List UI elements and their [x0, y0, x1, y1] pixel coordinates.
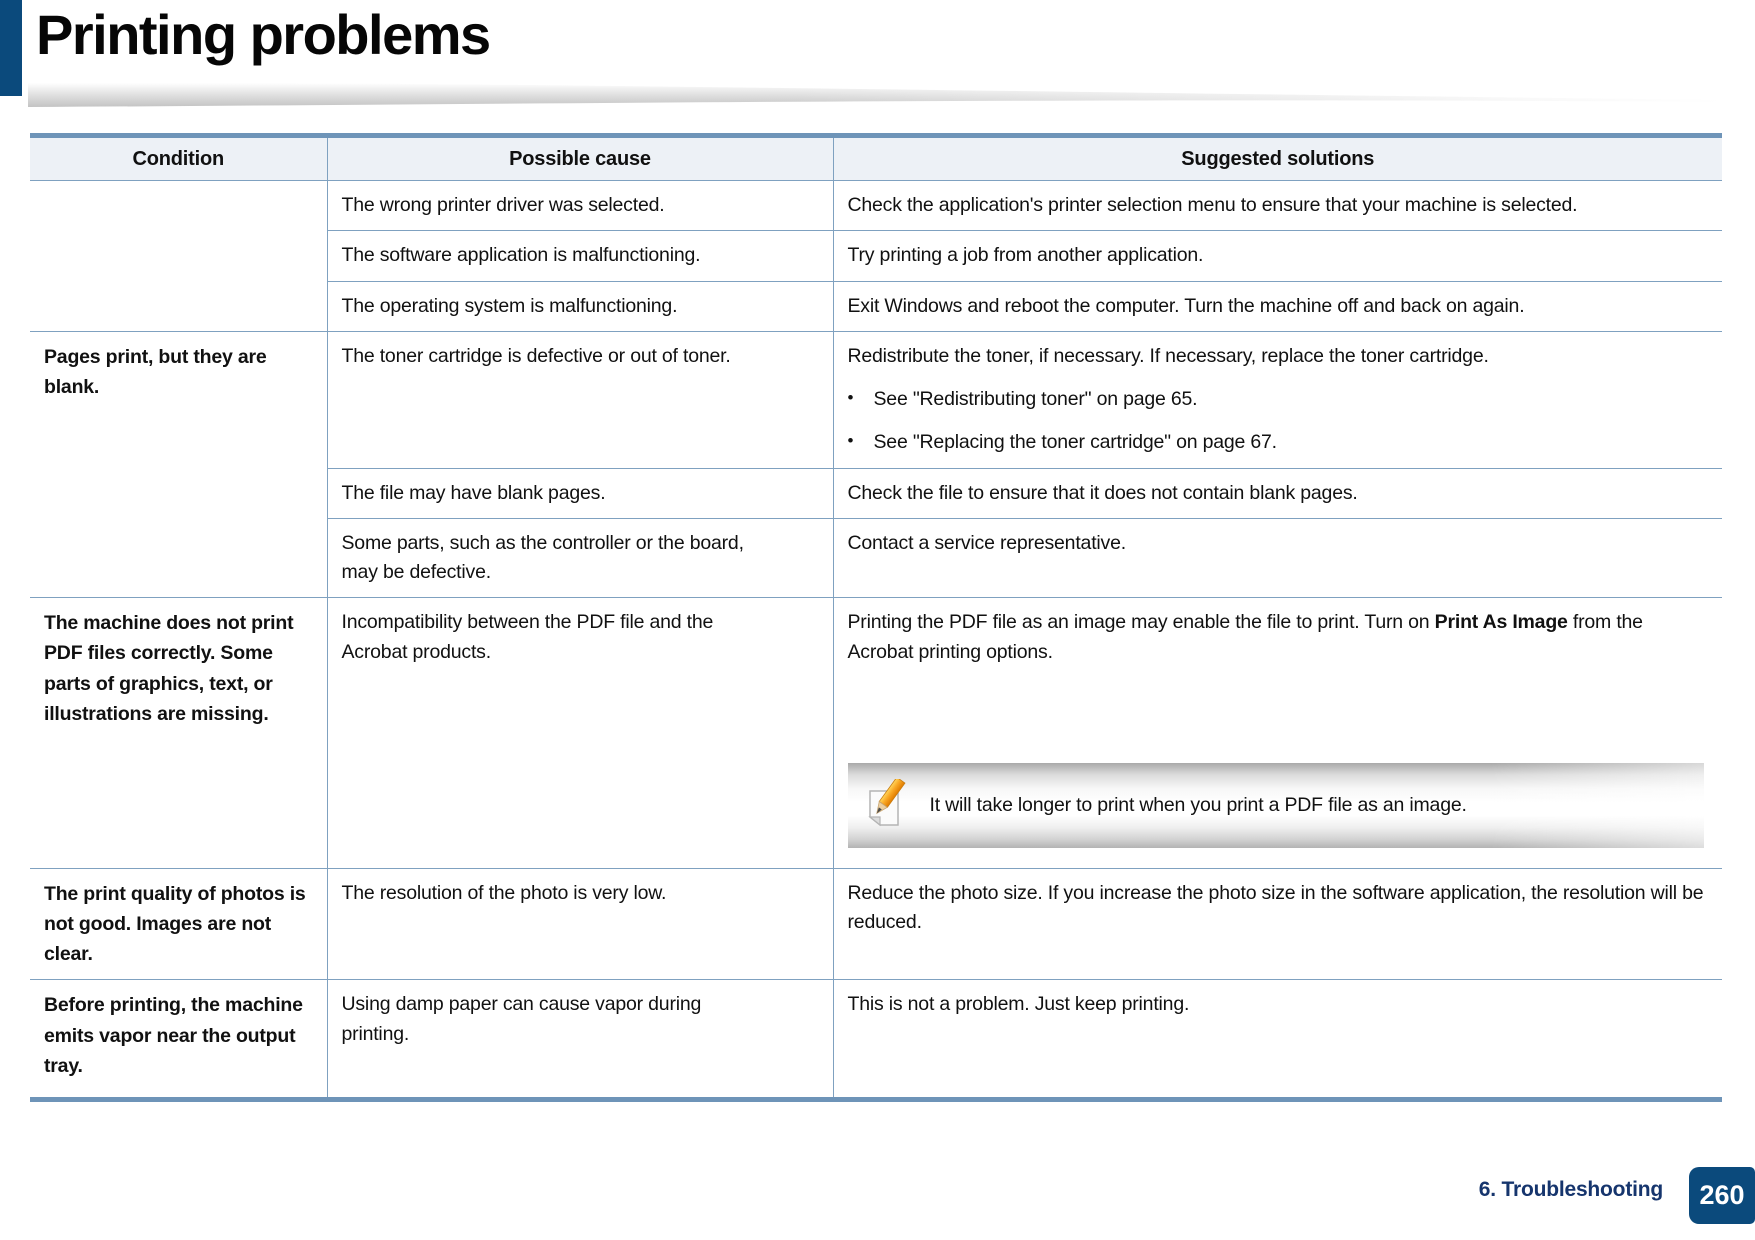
cause-cell: Some parts, such as the controller or th…	[326, 517, 833, 598]
bullet-text: See "Redistributing toner" on page 65.	[873, 388, 1198, 410]
table-row: The wrong printer driver was selected. C…	[30, 179, 1722, 332]
table-header-row: Condition Possible cause Suggested solut…	[30, 135, 1722, 181]
solution-text: Redistribute the toner, if necessary. If…	[847, 344, 1489, 367]
page-number-badge: 260	[1689, 1167, 1755, 1224]
col-header-condition: Condition	[30, 135, 327, 181]
table-row: Some parts, such as the controller or th…	[30, 517, 1722, 598]
table-row: The print quality of photos is not good.…	[30, 867, 1722, 980]
solution-cell: Check the file to ensure that it does no…	[832, 467, 1722, 519]
solution-text: Printing the PDF file as an image may en…	[847, 611, 1644, 663]
table-row: The machine does not print PDF files cor…	[30, 597, 1722, 869]
note-pencil-icon	[867, 779, 906, 827]
solution-cell: Redistribute the toner, if necessary. If…	[832, 330, 1722, 468]
cause-cell: The wrong printer driver was selected.	[326, 179, 833, 231]
bullet-icon: •	[847, 431, 854, 451]
page-title: Printing problems	[36, 3, 491, 66]
cause-cell: The resolution of the photo is very low.	[326, 867, 833, 980]
bullet-icon: •	[847, 388, 854, 407]
bullet-text: See "Replacing the toner cartridge" on p…	[873, 431, 1278, 454]
solution-cell: Try printing a job from another applicat…	[832, 230, 1722, 281]
cause-cell: The software application is malfunctioni…	[326, 230, 833, 281]
bold-setting-name: Print As Image	[1434, 611, 1568, 634]
list-item: • See "Redistributing toner" on page 65.	[848, 385, 1709, 414]
note-text: It will take longer to print when you pr…	[929, 793, 1467, 816]
solution-cell: Contact a service representative.	[832, 517, 1722, 598]
condition-cell-empty	[30, 180, 327, 332]
col-header-suggested-solutions: Suggested solutions	[832, 135, 1722, 181]
table-row: Before printing, the machine emits vapor…	[30, 979, 1722, 1100]
cause-cell: The operating system is malfunctioning.	[326, 280, 833, 332]
cause-cell: The file may have blank pages.	[326, 467, 833, 519]
condition-cell: The print quality of photos is not good.…	[30, 867, 327, 980]
title-shadow-swoosh	[28, 80, 1725, 110]
page-number: 260	[1699, 1180, 1745, 1210]
solution-cell: Reduce the photo size. If you increase t…	[832, 867, 1722, 980]
solution-cell: This is not a problem. Just keep printin…	[832, 979, 1722, 1100]
condition-cell: Before printing, the machine emits vapor…	[30, 979, 327, 1100]
col-header-possible-cause: Possible cause	[326, 135, 833, 181]
footer-chapter-label: 6. Troubleshooting	[1478, 1178, 1663, 1201]
solution-cell: Exit Windows and reboot the computer. Tu…	[832, 280, 1722, 332]
condition-cell: The machine does not print PDF files cor…	[30, 597, 327, 869]
troubleshooting-table: Condition Possible cause Suggested solut…	[30, 133, 1722, 1103]
solution-cell: Check the application's printer selectio…	[832, 179, 1722, 231]
title-accent-bar	[0, 0, 22, 96]
cause-cell: Using damp paper can cause vapor during …	[326, 979, 833, 1100]
solution-cell: Printing the PDF file as an image may en…	[832, 597, 1722, 869]
table-row: The operating system is malfunctioning. …	[30, 280, 1722, 332]
table-row: Pages print, but they are blank. The ton…	[30, 330, 1722, 598]
table-row: The file may have blank pages. Check the…	[30, 467, 1722, 519]
table-row: The software application is malfunctioni…	[30, 230, 1722, 281]
list-item: • See "Replacing the toner cartridge" on…	[848, 428, 1709, 457]
condition-cell: Pages print, but they are blank.	[30, 330, 327, 598]
note-box: It will take longer to print when you pr…	[847, 762, 1704, 848]
cause-cell: Incompatibility between the PDF file and…	[326, 597, 833, 869]
cause-cell: The toner cartridge is defective or out …	[326, 330, 833, 468]
